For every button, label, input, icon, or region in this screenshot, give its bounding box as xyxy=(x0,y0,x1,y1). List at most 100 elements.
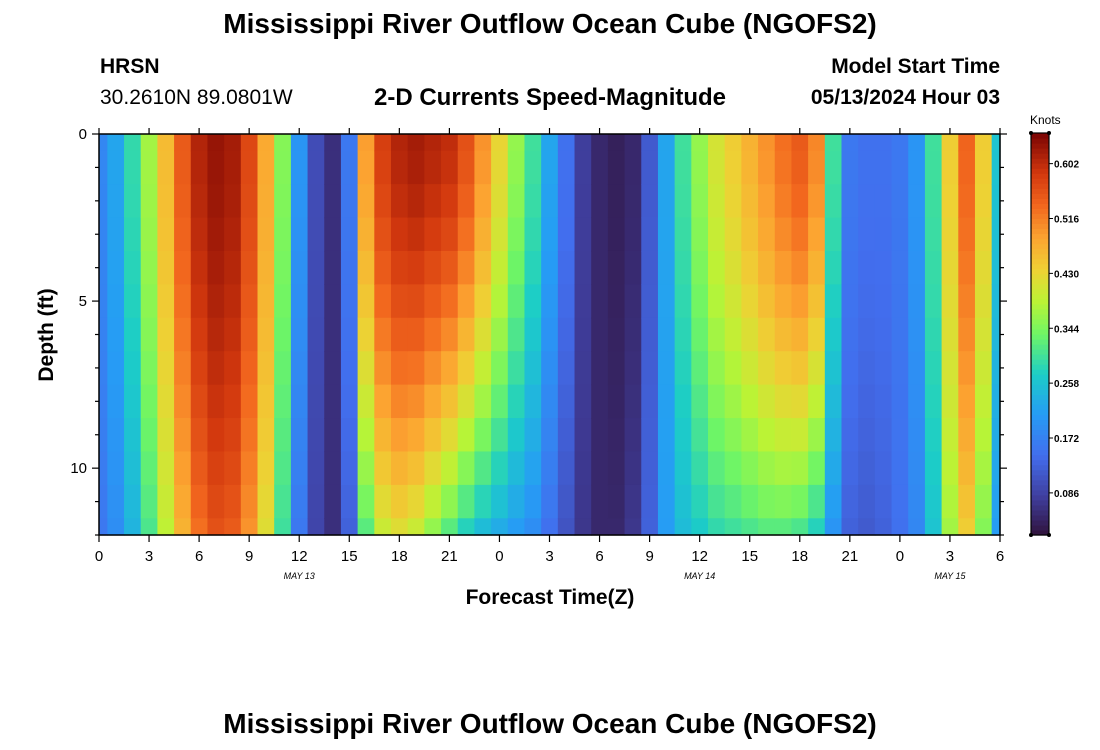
heatmap-cell xyxy=(791,451,809,486)
heatmap-cell xyxy=(290,518,309,536)
heatmap-cell xyxy=(841,250,859,285)
heatmap-cell xyxy=(641,518,659,536)
heatmap-cell xyxy=(991,418,1001,453)
heatmap-cell xyxy=(357,418,375,453)
heatmap-cell xyxy=(724,384,742,419)
heatmap-cell xyxy=(758,451,776,486)
heatmap-cell xyxy=(591,484,609,519)
heatmap-cell xyxy=(974,351,993,386)
heatmap-cell xyxy=(140,217,158,252)
heatmap-cell xyxy=(274,518,292,536)
heatmap-cell xyxy=(390,184,409,219)
colorbar-segment xyxy=(1031,374,1049,380)
heatmap-cell xyxy=(140,250,158,285)
heatmap-cell xyxy=(724,317,742,352)
heatmap-cell xyxy=(624,134,642,152)
y-tick-label: 5 xyxy=(79,293,87,310)
heatmap-cell xyxy=(457,184,476,219)
heatmap-cell xyxy=(841,150,859,185)
heatmap-cell xyxy=(691,134,709,152)
heatmap-cell xyxy=(791,418,809,453)
heatmap-cell xyxy=(557,284,576,319)
colorbar-segment xyxy=(1031,414,1049,421)
heatmap-cell xyxy=(874,284,893,319)
heatmap-cell xyxy=(224,518,242,536)
heatmap-cell xyxy=(307,351,325,386)
heatmap-cell xyxy=(290,451,309,486)
heatmap-cell xyxy=(908,451,926,486)
heatmap-cell xyxy=(891,250,909,285)
heatmap-cell xyxy=(107,217,125,252)
heatmap-cell xyxy=(240,134,259,152)
heatmap-cell xyxy=(224,250,242,285)
heatmap-cell xyxy=(307,217,325,252)
heatmap-cell xyxy=(407,150,425,185)
heatmap-cell xyxy=(257,351,275,386)
x-tick-label: 3 xyxy=(545,548,553,565)
heatmap-cell xyxy=(641,451,659,486)
heatmap-cell xyxy=(374,150,392,185)
heatmap-cell xyxy=(524,484,542,519)
heatmap-cell xyxy=(140,150,158,185)
heatmap-cell xyxy=(624,250,642,285)
y-axis-label: Depth (ft) xyxy=(35,288,58,381)
heatmap-cell xyxy=(924,250,943,285)
heatmap-cell xyxy=(290,284,309,319)
heatmap-cell xyxy=(107,317,125,352)
heatmap-cell xyxy=(958,484,976,519)
heatmap-cell xyxy=(557,250,576,285)
heatmap-cell xyxy=(741,284,759,319)
heatmap-cell xyxy=(774,317,793,352)
heatmap-cell xyxy=(124,150,142,185)
heatmap-cell xyxy=(808,351,826,386)
heatmap-cell xyxy=(474,484,492,519)
heatmap-cell xyxy=(457,317,476,352)
heatmap-cell xyxy=(491,184,509,219)
heatmap-cell xyxy=(474,418,492,453)
heatmap-cell xyxy=(808,184,826,219)
heatmap-cell xyxy=(457,134,476,152)
heatmap-cell xyxy=(541,518,559,536)
heatmap-cell xyxy=(691,351,709,386)
heatmap-cell xyxy=(974,317,993,352)
heatmap-cell xyxy=(107,150,125,185)
heatmap-cell xyxy=(407,184,425,219)
heatmap-cell xyxy=(941,217,959,252)
heatmap-cell xyxy=(524,217,542,252)
heatmap-cell xyxy=(941,484,959,519)
heatmap-cell xyxy=(174,384,192,419)
heatmap-cell xyxy=(741,217,759,252)
colorbar-segment xyxy=(1031,504,1049,511)
heatmap-cell xyxy=(574,250,592,285)
colorbar-segment xyxy=(1031,384,1049,390)
heatmap-cell xyxy=(441,134,459,152)
heatmap-cell xyxy=(858,250,876,285)
heatmap-cell xyxy=(607,518,626,536)
heatmap-cell xyxy=(340,384,359,419)
heatmap-cell xyxy=(641,317,659,352)
heatmap-cell xyxy=(791,134,809,152)
heatmap-cell xyxy=(691,250,709,285)
heatmap-cell xyxy=(357,484,375,519)
heatmap-cell xyxy=(324,484,342,519)
heatmap-cell xyxy=(607,184,626,219)
heatmap-cell xyxy=(390,284,409,319)
heatmap-cell xyxy=(924,384,943,419)
heatmap-cell xyxy=(791,518,809,536)
x-tick-label: 0 xyxy=(95,548,103,565)
heatmap-cell xyxy=(958,250,976,285)
heatmap-cell xyxy=(908,384,926,419)
heatmap-cell xyxy=(774,384,793,419)
heatmap-cell xyxy=(491,217,509,252)
heatmap-cell xyxy=(708,150,726,185)
heatmap-cell xyxy=(324,250,342,285)
heatmap-cell xyxy=(257,134,275,152)
heatmap-cell xyxy=(457,351,476,386)
heatmap-cell xyxy=(774,217,793,252)
heatmap-cell xyxy=(190,250,209,285)
heatmap-cell xyxy=(257,184,275,219)
heatmap-cell xyxy=(274,384,292,419)
heatmap-cell xyxy=(708,250,726,285)
colorbar-segment xyxy=(1031,389,1049,395)
colorbar-segment xyxy=(1031,459,1049,466)
